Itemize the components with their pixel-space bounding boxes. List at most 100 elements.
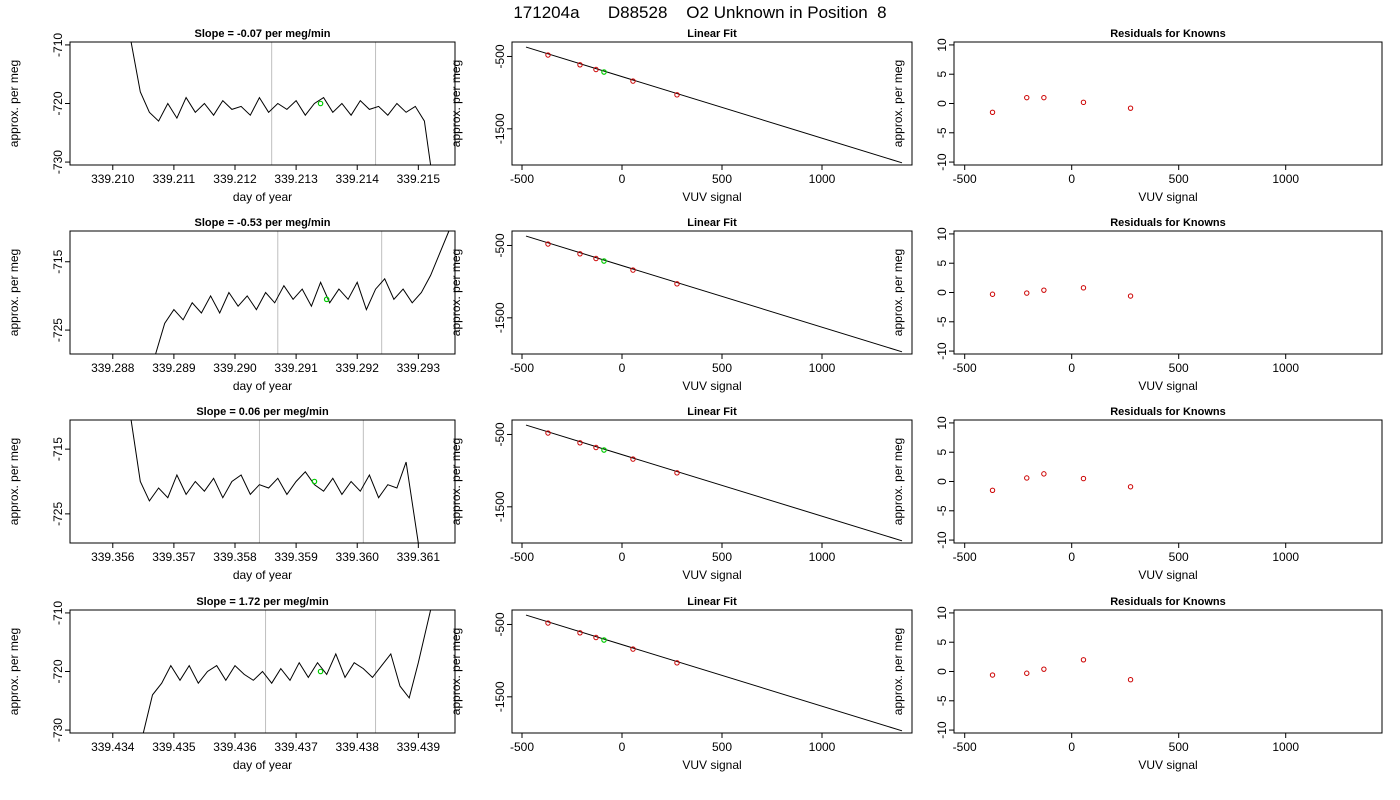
y-tick-label: -725	[51, 502, 65, 526]
panel-2-3: Residuals for Knowns -500 0 500 1000 -10 -5 0 5 1…	[891, 217, 1383, 393]
x-tick-label: 1000	[1272, 550, 1299, 564]
y-tick-label: -5	[935, 505, 949, 516]
known-point	[1041, 287, 1047, 293]
panel-title: Residuals for Knowns	[1110, 406, 1226, 418]
fit-line	[525, 614, 903, 732]
y-axis-label: approx. per meg	[7, 438, 21, 525]
unknown-marker	[323, 296, 330, 303]
x-tick-label: 339.291	[274, 361, 318, 375]
panel-1-1: Slope = -0.07 per meg/min 339.210 339.211 3…	[7, 28, 456, 204]
plot-area	[525, 46, 903, 164]
known-point	[674, 470, 680, 476]
x-tick-label: 500	[1169, 361, 1189, 375]
y-tick-label: -720	[51, 659, 65, 683]
panel-title: Linear Fit	[687, 406, 737, 418]
x-axis-label: VUV signal	[1138, 758, 1197, 772]
x-tick-label: 500	[1169, 172, 1189, 186]
x-axis-label: day of year	[233, 379, 292, 393]
panel-1-2: Linear Fit -500 0 500 1000 -500 -1500 VUV signa…	[449, 28, 913, 204]
unknown-marker	[317, 100, 324, 107]
fit-line	[525, 235, 903, 353]
known-point	[630, 78, 636, 84]
plot-area	[989, 285, 1134, 299]
panel-1-3: Residuals for Knowns -500 0 500 1000 -10 -5 0 5 1…	[891, 28, 1383, 204]
known-point	[545, 620, 551, 626]
plot-area	[130, 42, 432, 165]
y-tick-label: -1500	[493, 302, 507, 333]
y-axis-label: approx. per meg	[891, 438, 905, 525]
unknown-marker	[317, 668, 324, 675]
plot-frame	[953, 419, 1383, 544]
x-tick-label: 1000	[809, 361, 836, 375]
x-tick-label: -500	[510, 172, 534, 186]
known-point	[674, 92, 680, 98]
known-point	[1127, 677, 1134, 683]
fit-line	[525, 424, 903, 542]
x-tick-label: -500	[510, 550, 534, 564]
known-point	[989, 291, 996, 297]
x-tick-label: 500	[712, 740, 732, 754]
signal-line	[155, 231, 450, 354]
x-tick-label: 339.437	[274, 740, 318, 754]
panel-2-1: Slope = -0.53 per meg/min 339.288 339.289 3…	[7, 217, 456, 393]
y-tick-label: 5	[935, 639, 949, 646]
y-axis-label: approx. per meg	[449, 628, 463, 715]
x-tick-label: 500	[1169, 740, 1189, 754]
x-tick-label: 339.361	[397, 550, 441, 564]
y-tick-label: 0	[935, 100, 949, 107]
panel-title: Residuals for Knowns	[1110, 596, 1226, 608]
x-tick-label: 339.293	[397, 361, 441, 375]
panel-3-2: Linear Fit -500 0 500 1000 -500 -1500 VUV signa…	[449, 406, 913, 582]
unknown-marker	[311, 478, 318, 485]
y-tick-label: 5	[935, 71, 949, 78]
x-tick-label: 500	[1169, 550, 1189, 564]
y-axis-label: approx. per meg	[7, 249, 21, 336]
plot-area	[155, 231, 450, 354]
panel-title: Linear Fit	[687, 217, 737, 229]
known-point	[545, 430, 551, 436]
x-axis-label: VUV signal	[1138, 379, 1197, 393]
x-tick-label: 339.360	[336, 550, 380, 564]
x-tick-label: 339.436	[213, 740, 257, 754]
x-axis-label: VUV signal	[682, 758, 741, 772]
y-tick-label: -710	[51, 33, 65, 57]
x-tick-label: 0	[619, 740, 626, 754]
x-tick-label: 339.288	[91, 361, 135, 375]
unknown-point	[601, 69, 607, 75]
plot-area	[989, 657, 1134, 683]
y-tick-label: -1500	[493, 681, 507, 712]
panel-title: Slope = 1.72 per meg/min	[196, 596, 329, 608]
plot-frame	[511, 41, 913, 166]
y-tick-label: -10	[935, 531, 949, 549]
y-axis-label: approx. per meg	[891, 60, 905, 147]
y-tick-label: -10	[935, 153, 949, 171]
x-tick-label: 339.210	[91, 172, 135, 186]
known-point	[545, 52, 551, 58]
unknown-point	[601, 447, 607, 453]
x-tick-label: 339.439	[397, 740, 441, 754]
x-axis-label: VUV signal	[682, 190, 741, 204]
plot-frame	[953, 609, 1383, 734]
x-tick-label: 339.292	[336, 361, 380, 375]
known-point	[577, 440, 583, 446]
plot-frame	[69, 230, 456, 355]
panel-4-1: Slope = 1.72 per meg/min 339.434 339.435 33…	[7, 596, 456, 772]
x-tick-label: 339.435	[152, 740, 196, 754]
x-tick-label: 0	[619, 550, 626, 564]
panel-title: Residuals for Knowns	[1110, 217, 1226, 229]
known-point	[1024, 290, 1030, 296]
x-tick-label: -500	[510, 740, 534, 754]
known-point	[1127, 105, 1134, 111]
plot-frame	[511, 609, 913, 734]
unknown-point	[601, 637, 607, 643]
panel-title: Linear Fit	[687, 596, 737, 608]
y-axis-label: approx. per meg	[449, 438, 463, 525]
y-tick-label: 10	[935, 606, 949, 620]
panel-4-2: Linear Fit -500 0 500 1000 -500 -1500 VUV signa…	[449, 596, 913, 772]
x-tick-label: 339.358	[213, 550, 257, 564]
known-point	[1041, 666, 1047, 672]
y-tick-label: -730	[51, 150, 65, 174]
y-tick-label: -720	[51, 91, 65, 115]
known-point	[577, 62, 583, 68]
x-tick-label: 500	[712, 361, 732, 375]
